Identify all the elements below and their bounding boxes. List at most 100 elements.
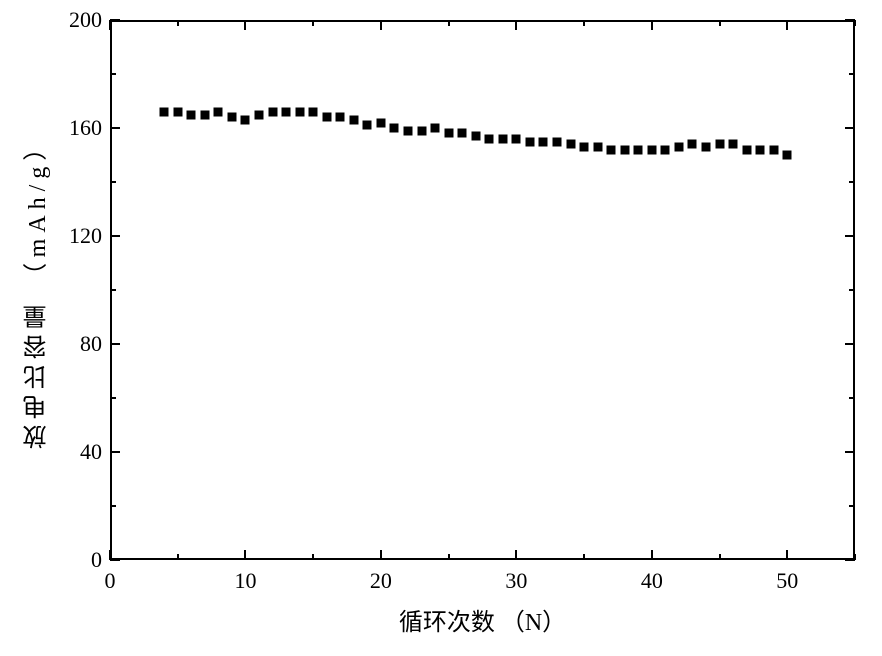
y-tick (110, 289, 116, 291)
x-tick-top (312, 20, 314, 26)
x-tick (651, 550, 653, 560)
y-tick (110, 559, 120, 561)
data-point (498, 134, 507, 143)
x-tick-label: 50 (776, 568, 798, 594)
data-point (512, 134, 521, 143)
x-tick (244, 550, 246, 560)
y-tick-label: 200 (60, 7, 102, 33)
data-point (322, 113, 331, 122)
x-tick (515, 550, 517, 560)
x-tick-top (786, 20, 788, 30)
data-point (295, 107, 304, 116)
data-point (227, 113, 236, 122)
data-point (715, 140, 724, 149)
data-point (485, 134, 494, 143)
data-point (566, 140, 575, 149)
y-axis-label: 放电比容量 （mAh/g） (20, 131, 55, 450)
data-point (417, 126, 426, 135)
x-tick-top (719, 20, 721, 26)
data-point (376, 118, 385, 127)
y-tick (110, 397, 116, 399)
data-point (173, 107, 182, 116)
y-tick-right (845, 343, 855, 345)
data-point (661, 145, 670, 154)
y-tick (110, 505, 116, 507)
data-point (200, 110, 209, 119)
data-point (647, 145, 656, 154)
data-point (634, 145, 643, 154)
data-point (458, 129, 467, 138)
y-tick (110, 73, 116, 75)
data-point (255, 110, 264, 119)
y-tick-right (849, 73, 855, 75)
y-tick-label: 120 (60, 223, 102, 249)
chart-container: 放电比容量 （mAh/g） 循环次数 （N） 01020304050040801… (0, 0, 882, 656)
data-point (783, 151, 792, 160)
data-point (553, 137, 562, 146)
x-tick-top (109, 20, 111, 30)
data-point (756, 145, 765, 154)
data-point (268, 107, 277, 116)
data-point (471, 132, 480, 141)
data-point (702, 142, 711, 151)
x-tick (786, 550, 788, 560)
data-point (607, 145, 616, 154)
plot-area (110, 20, 855, 560)
x-tick (448, 554, 450, 560)
y-tick-right (845, 235, 855, 237)
data-point (404, 126, 413, 135)
data-point (309, 107, 318, 116)
y-tick (110, 127, 120, 129)
data-point (282, 107, 291, 116)
data-point (444, 129, 453, 138)
y-tick-right (845, 127, 855, 129)
x-tick-top (651, 20, 653, 30)
x-tick-top (380, 20, 382, 30)
x-tick-top (177, 20, 179, 26)
x-tick-label: 0 (105, 568, 116, 594)
y-tick (110, 235, 120, 237)
y-tick-right (845, 451, 855, 453)
y-tick-right (849, 505, 855, 507)
data-point (688, 140, 697, 149)
y-tick-label: 40 (60, 439, 102, 465)
x-tick-label: 40 (641, 568, 663, 594)
x-tick-top (583, 20, 585, 26)
data-point (160, 107, 169, 116)
y-tick (110, 181, 116, 183)
x-tick (380, 550, 382, 560)
x-tick (583, 554, 585, 560)
y-tick-label: 0 (60, 547, 102, 573)
data-point (593, 142, 602, 151)
data-point (620, 145, 629, 154)
y-tick-right (849, 397, 855, 399)
x-tick (312, 554, 314, 560)
x-tick-top (515, 20, 517, 30)
data-point (349, 115, 358, 124)
data-point (390, 124, 399, 133)
data-point (539, 137, 548, 146)
y-tick-right (849, 181, 855, 183)
x-tick-top (244, 20, 246, 30)
y-tick-right (845, 19, 855, 21)
x-axis-label: 循环次数 （N） (399, 602, 566, 637)
y-tick (110, 343, 120, 345)
data-point (336, 113, 345, 122)
data-point (241, 115, 250, 124)
y-tick (110, 19, 120, 21)
data-point (674, 142, 683, 151)
data-point (729, 140, 738, 149)
data-point (769, 145, 778, 154)
x-tick-label: 30 (505, 568, 527, 594)
data-point (431, 124, 440, 133)
x-tick (719, 554, 721, 560)
data-point (363, 121, 372, 130)
data-point (214, 107, 223, 116)
data-point (187, 110, 196, 119)
x-tick (177, 554, 179, 560)
y-tick-right (849, 289, 855, 291)
y-tick-label: 160 (60, 115, 102, 141)
y-tick-right (845, 559, 855, 561)
x-tick-top (448, 20, 450, 26)
x-tick-label: 10 (234, 568, 256, 594)
